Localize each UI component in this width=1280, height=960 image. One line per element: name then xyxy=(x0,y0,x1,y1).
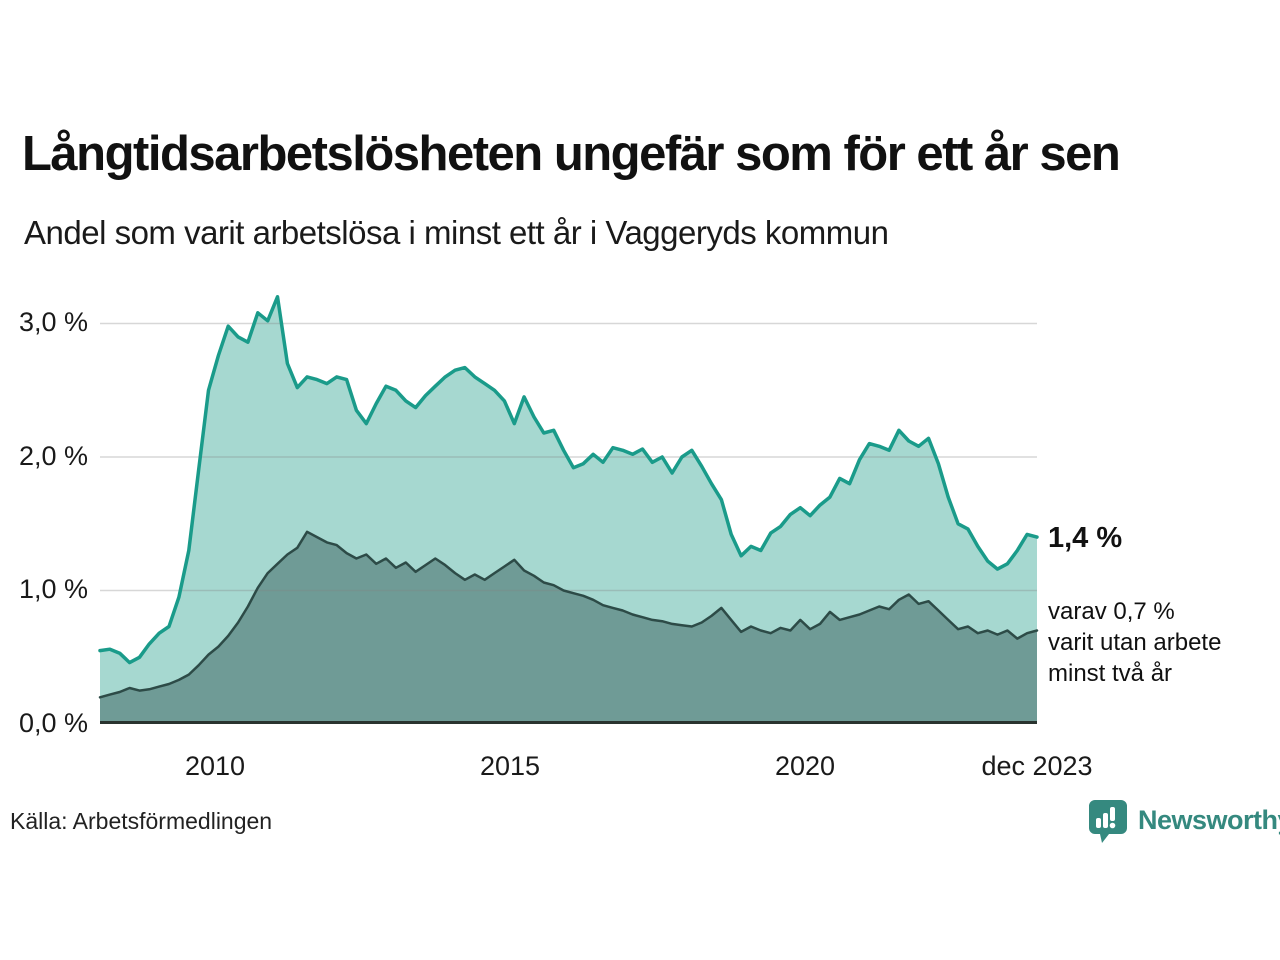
y-axis-tick-1: 1,0 % xyxy=(18,574,88,604)
chart-subtitle: Andel som varit arbetslösa i minst ett å… xyxy=(24,214,889,251)
x-axis-tick-2015: 2015 xyxy=(479,751,541,781)
y-axis-tick-2: 2,0 % xyxy=(18,441,88,471)
chart-title: Långtidsarbetslösheten ungefär som för e… xyxy=(22,127,1121,181)
y-axis-tick-0: 0,0 % xyxy=(18,708,88,738)
newsworthy-bubble-chart-icon xyxy=(1089,800,1127,843)
newsworthy-logo[interactable]: Newsworthy xyxy=(1088,799,1280,847)
annotation-line-2: varit utan arbete xyxy=(1048,629,1222,656)
latest-value-label: 1,4 % xyxy=(1048,522,1123,554)
area-fill-1 xyxy=(100,531,1037,724)
newsworthy-wordmark: Newsworthy xyxy=(1138,805,1280,835)
y-axis-tick-3: 3,0 % xyxy=(18,307,88,337)
source-credit: Källa: Arbetsförmedlingen xyxy=(10,808,273,834)
series-line-0 xyxy=(98,295,1039,665)
two-year-annotation: varav 0,7 % varit utan arbete minst två … xyxy=(1048,596,1221,689)
x-axis-tick-dec-2023: dec 2023 xyxy=(981,751,1093,781)
x-axis-tick-2010: 2010 xyxy=(184,751,246,781)
annotation-line-3: minst två år xyxy=(1048,660,1173,687)
x-axis-tick-2020: 2020 xyxy=(774,751,836,781)
annotation-line-1: varav 0,7 % xyxy=(1048,598,1175,625)
series-line-1 xyxy=(98,530,1039,699)
